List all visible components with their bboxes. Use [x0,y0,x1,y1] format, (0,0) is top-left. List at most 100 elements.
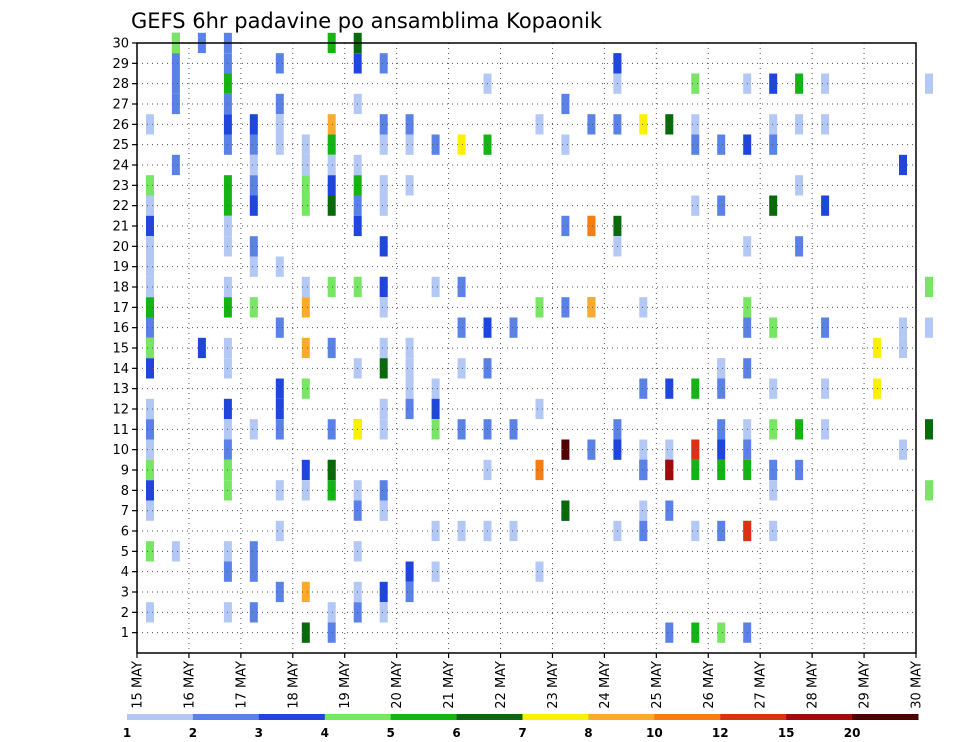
heatmap-cell [146,317,154,338]
heatmap-cell [146,439,154,460]
y-axis: 1234567891011121314151617181920212223242… [112,37,137,641]
heatmap-cell [405,581,414,603]
heatmap-cell [795,73,804,94]
heatmap-cell [171,154,180,176]
heatmap-cell [821,419,830,440]
heatmap-cell [717,459,726,481]
heatmap-cell [405,175,414,196]
heatmap-cell [821,195,830,216]
heatmap-cell [639,297,648,318]
heatmap-cell [379,236,388,257]
legend-swatch [654,714,721,720]
heatmap-cell [146,358,154,379]
heatmap-cells [146,32,933,643]
x-tick-label: 28 MAY [806,661,821,709]
y-tick-label: 12 [112,403,129,418]
heatmap-cell [327,276,336,298]
heatmap-cell [535,297,544,318]
heatmap-cell [146,276,154,298]
heatmap-cell [639,114,648,135]
y-tick-label: 16 [112,321,129,336]
heatmap-cell [301,378,310,399]
y-tick-label: 23 [112,179,129,194]
heatmap-cell [146,500,154,521]
heatmap-cell [639,459,648,481]
legend-swatch [127,714,194,720]
heatmap-cell [431,276,440,298]
heatmap-cell [717,195,726,216]
heatmap-cell [146,114,154,135]
y-tick-label: 4 [121,565,129,580]
heatmap-cell [925,276,933,298]
heatmap-cell [561,439,570,460]
heatmap-cell [197,337,206,359]
heatmap-cell [146,541,154,562]
y-tick-label: 13 [112,382,129,397]
heatmap-cell [405,378,414,399]
heatmap-cell [146,236,154,257]
heatmap-cell [249,256,258,277]
heatmap-cell [691,195,700,216]
legend-swatch [192,714,260,720]
heatmap-cell [275,134,284,155]
heatmap-cell [405,561,414,582]
heatmap-cell [146,419,154,440]
y-tick-label: 14 [112,362,129,377]
heatmap-cell [665,378,674,399]
heatmap-cell [535,398,544,420]
heatmap-cell [717,520,726,542]
heatmap-cell [301,195,310,216]
y-tick-label: 29 [112,57,129,72]
legend-swatch [258,714,326,720]
heatmap-cell [795,175,804,196]
heatmap-cell [146,297,154,318]
y-tick-label: 6 [121,525,129,540]
heatmap-cell [457,520,466,542]
heatmap-cell [431,398,440,420]
heatmap-cell [146,195,154,216]
legend-swatch [456,714,523,720]
heatmap-cell [379,419,388,440]
heatmap-cell [379,297,388,318]
x-tick-label: 23 MAY [546,661,561,709]
heatmap-cell [821,73,830,94]
heatmap-cell [665,622,674,643]
heatmap-cell [561,297,570,318]
heatmap-cell [379,195,388,216]
heatmap-cell [665,439,674,460]
heatmap-cell [301,480,310,501]
heatmap-cell [821,114,830,135]
y-tick-label: 17 [112,301,129,316]
heatmap-cell [457,134,466,155]
heatmap-cell [691,520,700,542]
heatmap-cell [457,358,466,379]
heatmap-cell [405,114,414,135]
y-tick-label: 7 [121,504,129,519]
y-tick-label: 21 [112,220,129,235]
heatmap-cell [327,480,336,501]
heatmap-cell [431,378,440,399]
heatmap-cell [639,500,648,521]
legend-label: 12 [712,726,729,740]
heatmap-cell [327,337,336,359]
heatmap-cell [327,602,336,623]
heatmap-cell [535,459,544,481]
heatmap-cell [301,622,310,643]
heatmap-cell [717,134,726,155]
heatmap-cell [431,561,440,582]
legend-label: 5 [386,726,394,740]
heatmap-cell [275,114,284,135]
heatmap-cell [769,134,778,155]
heatmap-cell [275,398,284,420]
heatmap-cell [275,581,284,603]
legend-swatch [390,714,458,720]
x-tick-label: 29 MAY [858,661,873,709]
heatmap-cell [509,419,518,440]
heatmap-cell [379,114,388,135]
heatmap-cell [431,134,440,155]
x-tick-label: 20 MAY [390,661,405,709]
x-tick-label: 16 MAY [182,661,197,709]
heatmap-cell [925,419,933,440]
y-tick-label: 25 [112,138,129,153]
heatmap-cell [561,93,570,115]
